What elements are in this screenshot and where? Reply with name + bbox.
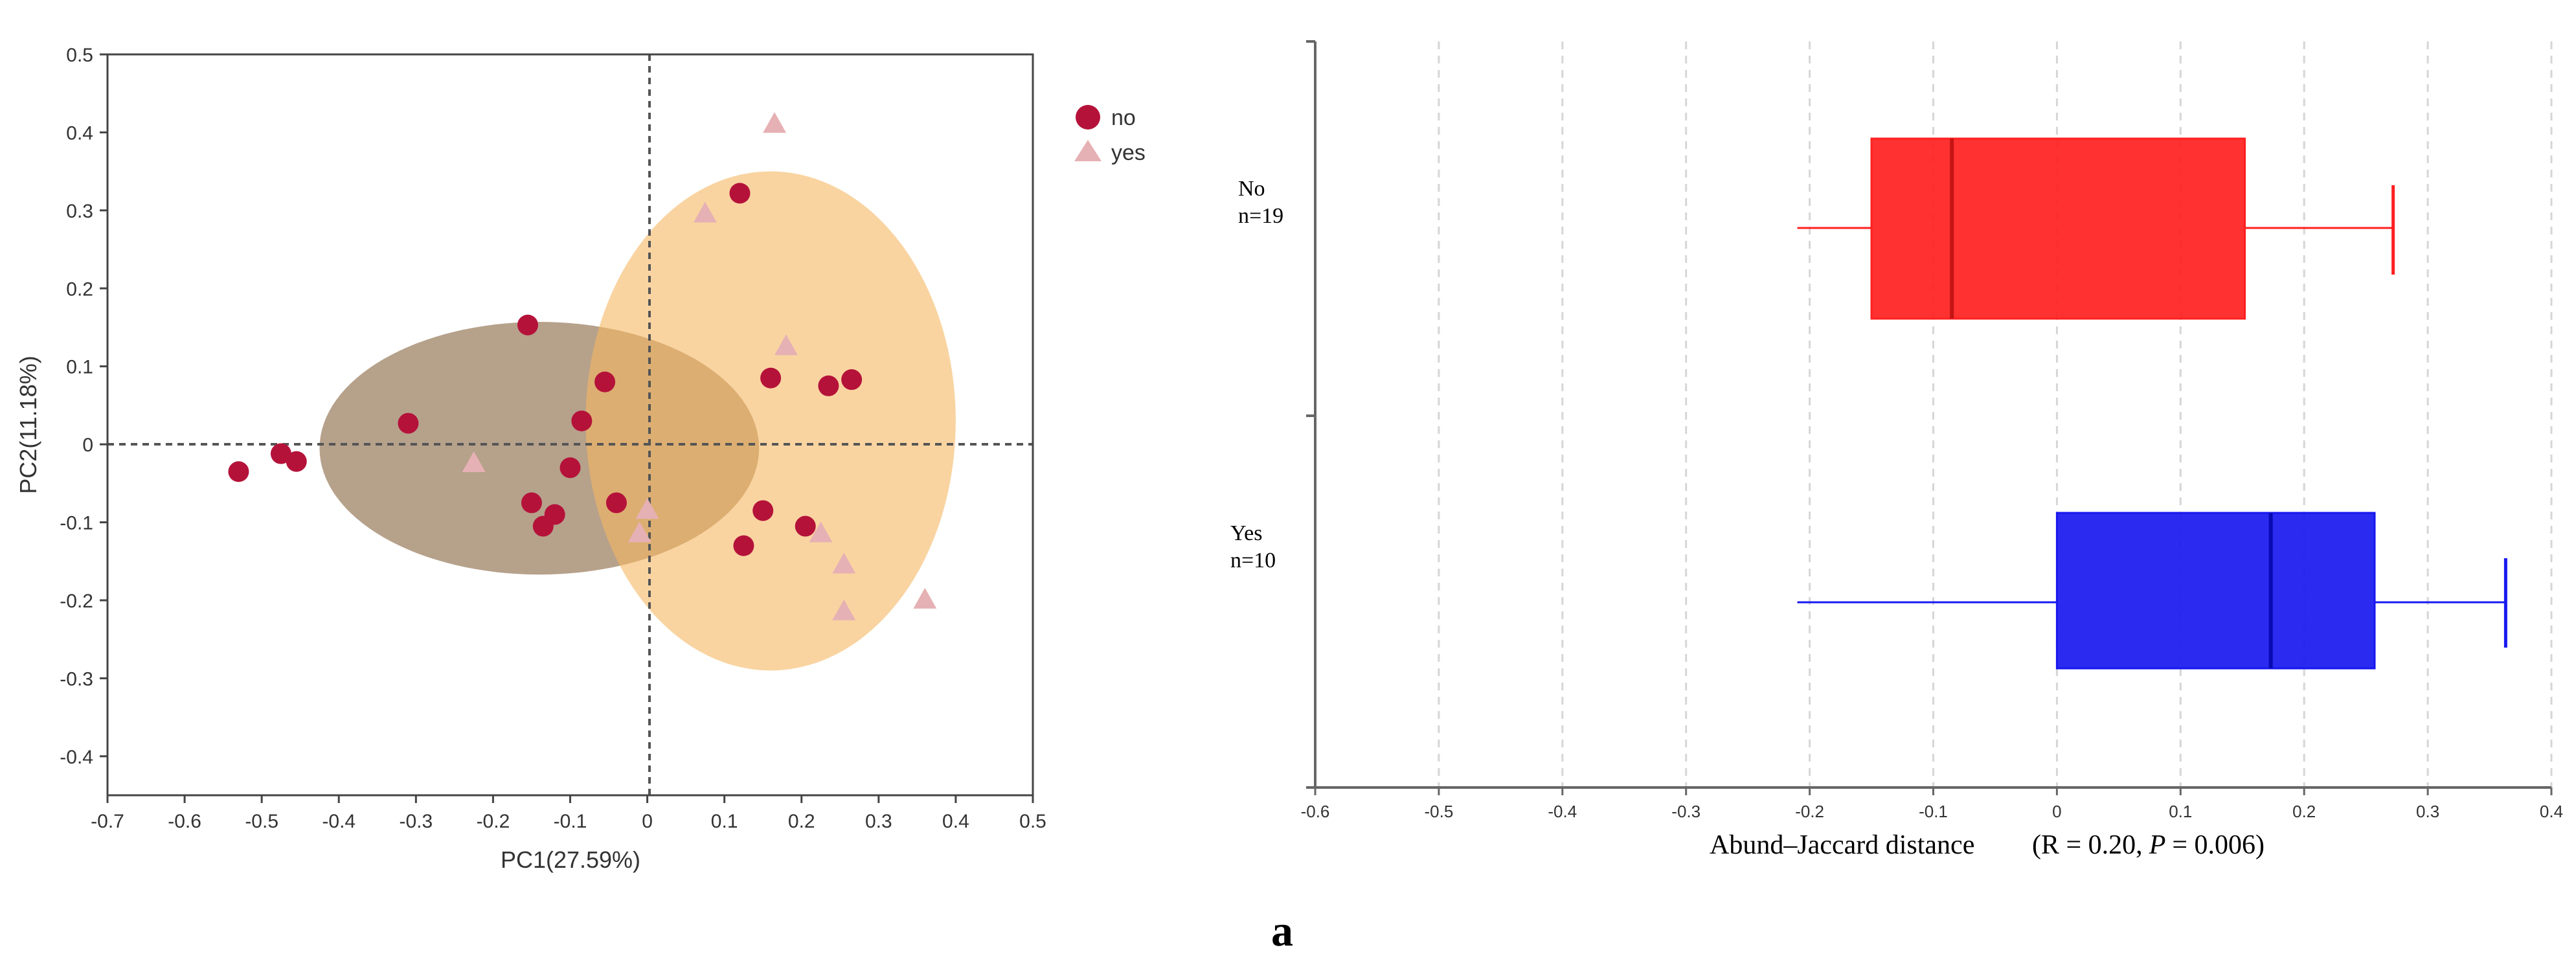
x-tick-label: -0.2 xyxy=(1795,802,1824,821)
point-yes xyxy=(462,451,486,473)
figure-panel-label: a xyxy=(1271,906,1293,955)
box-yes xyxy=(2055,512,2376,670)
point-no xyxy=(729,183,751,204)
x-tick-label: 0.2 xyxy=(2292,802,2316,821)
r-statistic: (R = 0.20, xyxy=(2032,830,2143,860)
x-tick-label: 0.5 xyxy=(1019,811,1046,832)
point-no xyxy=(795,515,816,537)
point-yes xyxy=(832,552,856,574)
point-no xyxy=(521,492,542,514)
point-no xyxy=(594,371,616,392)
x-tick-label: 0.4 xyxy=(942,811,969,832)
vertical-gridlines xyxy=(1438,41,2553,787)
point-no xyxy=(841,369,863,391)
legend-label-yes: yes xyxy=(1111,141,1146,165)
axis-ticks: -0.7 -0.6 -0.5 -0.4 -0.3 -0.2 -0.1 0 0.1 0.2 0.3 0.… xyxy=(60,45,1046,832)
point-no xyxy=(286,451,307,472)
x-tick-label: -0.3 xyxy=(399,811,433,832)
point-yes xyxy=(913,587,937,609)
point-yes xyxy=(693,201,717,223)
x-tick-label: -0.5 xyxy=(1424,802,1453,821)
x-tick-label: -0.4 xyxy=(1548,802,1577,821)
y-axis-title: PC2(11.18%) xyxy=(15,356,41,493)
point-yes xyxy=(774,334,798,356)
y-tick-label: -0.1 xyxy=(60,513,93,534)
x-tick-label: 0.4 xyxy=(2540,802,2563,821)
point-yes xyxy=(627,521,651,543)
x-tick-label: 0.1 xyxy=(711,811,738,832)
legend: no yes xyxy=(1074,105,1146,165)
x-tick-label: 0 xyxy=(2052,802,2061,821)
x-axis-title: PC1(27.59%) xyxy=(501,846,640,873)
x-axis-title: Abund–Jaccard distance xyxy=(1710,830,1974,860)
legend-marker-no xyxy=(1076,105,1100,130)
point-yes xyxy=(763,112,787,133)
x-tick-label: -0.5 xyxy=(245,811,278,832)
y-tick-label: -0.4 xyxy=(60,747,93,768)
y-tick-label: 0.3 xyxy=(66,201,93,222)
x-axis-ticks: -0.6 -0.5 -0.4 -0.3 -0.2 -0.1 0 0.1 0.2 0.3 0.4 xyxy=(1301,787,2563,821)
y-tick-label: 0.4 xyxy=(66,122,93,144)
x-tick-label: -0.1 xyxy=(554,811,587,832)
group-label-no: No xyxy=(1238,177,1265,201)
point-yes xyxy=(635,498,659,519)
x-tick-label: -0.4 xyxy=(322,811,356,832)
point-no xyxy=(760,367,782,389)
x-tick-label: -0.3 xyxy=(1671,802,1700,821)
y-tick-label: -0.2 xyxy=(60,591,93,612)
point-no xyxy=(228,461,249,482)
boxes xyxy=(1797,137,2507,670)
y-tick-label: 0.5 xyxy=(66,45,93,66)
point-no xyxy=(544,504,565,525)
x-tick-label: 0.1 xyxy=(2169,802,2192,821)
y-tick-label: -0.3 xyxy=(60,668,93,690)
x-tick-label: -0.1 xyxy=(1919,802,1948,821)
point-no xyxy=(571,410,593,431)
ellipse-yes xyxy=(585,171,956,671)
legend-label-no: no xyxy=(1111,106,1136,130)
y-tick-label: 0 xyxy=(82,435,93,456)
x-tick-label: 0.2 xyxy=(788,811,815,832)
boxplot-chart: -0.6 -0.5 -0.4 -0.3 -0.2 -0.1 0 0.1 0.2 0.3 0.4 No… xyxy=(1230,40,2563,860)
point-no xyxy=(752,500,774,521)
y-tick-label: 0.2 xyxy=(66,278,93,300)
p-symbol: P xyxy=(2149,830,2166,860)
group-n-yes: n=10 xyxy=(1230,549,1276,572)
point-no xyxy=(398,413,419,434)
point-no xyxy=(517,314,539,335)
p-value: = 0.006) xyxy=(2172,830,2265,860)
x-tick-label: 0.3 xyxy=(2416,802,2439,821)
point-no xyxy=(559,457,581,479)
point-no xyxy=(270,443,291,464)
x-axis-statistic: (R = 0.20, P = 0.006) xyxy=(2032,830,2265,860)
group-n-no: n=19 xyxy=(1238,204,1283,228)
x-tick-label: -0.2 xyxy=(477,811,510,832)
point-no xyxy=(605,492,627,514)
group-label-yes: Yes xyxy=(1230,521,1262,545)
point-no xyxy=(818,375,839,396)
x-tick-label: 0.3 xyxy=(865,811,892,832)
point-no xyxy=(733,535,754,556)
data-points xyxy=(228,112,937,620)
legend-marker-yes xyxy=(1074,140,1102,161)
x-tick-label: -0.6 xyxy=(1301,802,1330,821)
x-tick-label: -0.6 xyxy=(168,811,201,832)
x-tick-label: -0.7 xyxy=(91,811,124,832)
x-tick-label: 0 xyxy=(642,811,653,832)
box-no xyxy=(1870,137,2246,320)
pcoa-scatter-chart: -0.7 -0.6 -0.5 -0.4 -0.3 -0.2 -0.1 0 0.1 0.2 0.3 0.… xyxy=(15,45,1146,873)
point-yes xyxy=(809,521,833,543)
point-yes xyxy=(832,599,856,620)
y-tick-label: 0.1 xyxy=(66,357,93,378)
